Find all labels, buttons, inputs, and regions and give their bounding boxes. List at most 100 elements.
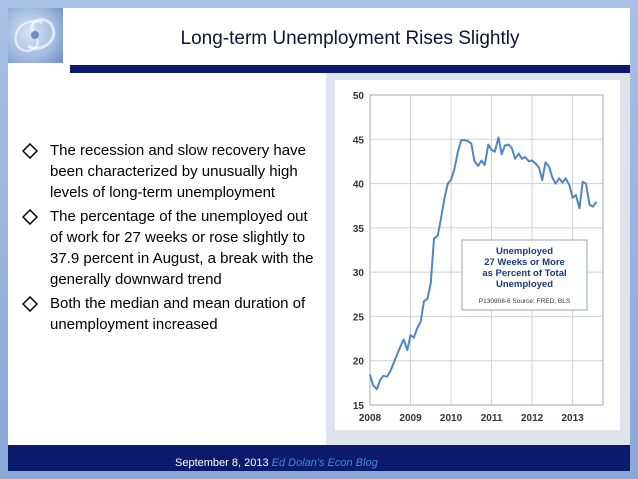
data-point	[564, 177, 567, 180]
data-point	[480, 159, 483, 162]
data-point	[490, 149, 493, 151]
data-point	[399, 345, 402, 348]
data-point	[487, 143, 490, 146]
legend-title-line: as Percent of Total	[482, 268, 566, 279]
data-point	[483, 164, 486, 166]
data-point	[554, 182, 557, 185]
data-point	[467, 140, 469, 142]
data-point	[521, 157, 523, 160]
diamond-bullet-icon	[22, 143, 38, 159]
bullet-item: Both the median and mean duration of une…	[18, 293, 323, 335]
data-point	[460, 139, 462, 141]
data-point	[429, 281, 432, 284]
data-point	[575, 194, 577, 196]
data-point	[453, 168, 456, 171]
logo	[8, 8, 63, 63]
legend-title-line: 27 Weeks or More	[484, 257, 565, 268]
data-point	[528, 160, 530, 163]
y-tick-label: 15	[353, 401, 365, 412]
data-point	[504, 144, 506, 147]
bullet-item: The recession and slow recovery have bee…	[18, 140, 323, 203]
data-point	[463, 139, 466, 141]
data-point	[541, 179, 544, 181]
y-tick-label: 50	[353, 91, 365, 102]
data-point	[568, 184, 571, 187]
data-point	[578, 207, 581, 210]
title-underline	[70, 65, 630, 73]
series-line	[369, 136, 597, 391]
data-point	[409, 334, 412, 336]
footer-date: September 8, 2013	[175, 457, 269, 469]
y-tick-label: 20	[353, 357, 365, 368]
data-point	[473, 160, 476, 163]
data-point	[433, 237, 435, 240]
data-point	[558, 177, 561, 180]
footer-bar	[8, 445, 630, 471]
y-tick-label: 45	[353, 135, 365, 146]
data-point	[419, 320, 422, 323]
data-point	[372, 384, 375, 387]
data-point	[477, 165, 479, 167]
data-point	[592, 205, 594, 208]
bullet-list: The recession and slow recovery have bee…	[18, 140, 323, 338]
data-point	[581, 181, 584, 183]
data-point	[511, 147, 513, 149]
y-tick-label: 40	[353, 180, 365, 191]
y-tick-label: 35	[353, 224, 365, 235]
data-point	[514, 157, 516, 160]
diamond-bullet-icon	[22, 296, 38, 312]
data-point	[450, 179, 452, 181]
diamond-bullet-icon	[22, 209, 38, 225]
hurricane-logo-icon	[14, 18, 56, 52]
data-point	[561, 181, 564, 184]
footer-blog-link[interactable]: Ed Dolan's Econ Blog	[271, 457, 378, 469]
x-tick-label: 2009	[399, 413, 422, 424]
y-tick-label: 25	[353, 312, 365, 323]
data-point	[470, 142, 473, 145]
data-point	[386, 375, 388, 378]
data-point	[406, 349, 409, 351]
data-point	[402, 338, 405, 341]
y-tick-label: 30	[353, 268, 365, 279]
line-chart: 15 20 25 30 35 40 45 50 2008 2009 2010 2011 2012 2013…	[353, 91, 604, 424]
legend-title-line: Unemployed	[496, 279, 553, 290]
data-point	[595, 201, 597, 203]
bullet-item: The percentage of the unemployed out of …	[18, 206, 323, 290]
data-point	[382, 374, 385, 377]
data-point	[389, 370, 392, 373]
data-point	[443, 198, 445, 201]
data-point	[507, 143, 510, 146]
legend-title-line: Unemployed	[496, 246, 553, 257]
data-point	[551, 176, 554, 179]
x-tick-label: 2011	[481, 413, 503, 424]
data-point	[423, 300, 425, 303]
data-point	[447, 182, 449, 185]
data-point	[457, 150, 459, 153]
data-point	[440, 218, 442, 220]
data-point	[376, 388, 378, 390]
x-tick-label: 2010	[440, 413, 463, 424]
text-panel	[8, 73, 326, 471]
data-point	[538, 166, 540, 169]
data-point	[379, 379, 381, 382]
data-point	[426, 297, 429, 300]
data-point	[369, 374, 371, 376]
data-point	[588, 204, 591, 206]
footer-text: September 8, 2013 Ed Dolan's Econ Blog	[175, 457, 378, 469]
data-point	[517, 152, 520, 155]
data-point	[436, 235, 439, 237]
data-point	[396, 353, 398, 356]
data-point	[494, 150, 496, 153]
bullet-text: The percentage of the unemployed out of …	[50, 208, 314, 288]
legend-source: P130908-6 Source: FRED, BLS	[479, 298, 571, 305]
data-point	[534, 162, 537, 164]
data-point	[416, 327, 419, 329]
data-point	[531, 159, 533, 162]
data-point	[392, 362, 395, 365]
data-point	[544, 161, 547, 164]
bullet-text: Both the median and mean duration of une…	[50, 295, 306, 333]
x-tick-label: 2013	[561, 413, 584, 424]
x-tick-label: 2008	[359, 413, 382, 424]
legend-box	[461, 239, 588, 311]
data-point	[497, 136, 500, 139]
